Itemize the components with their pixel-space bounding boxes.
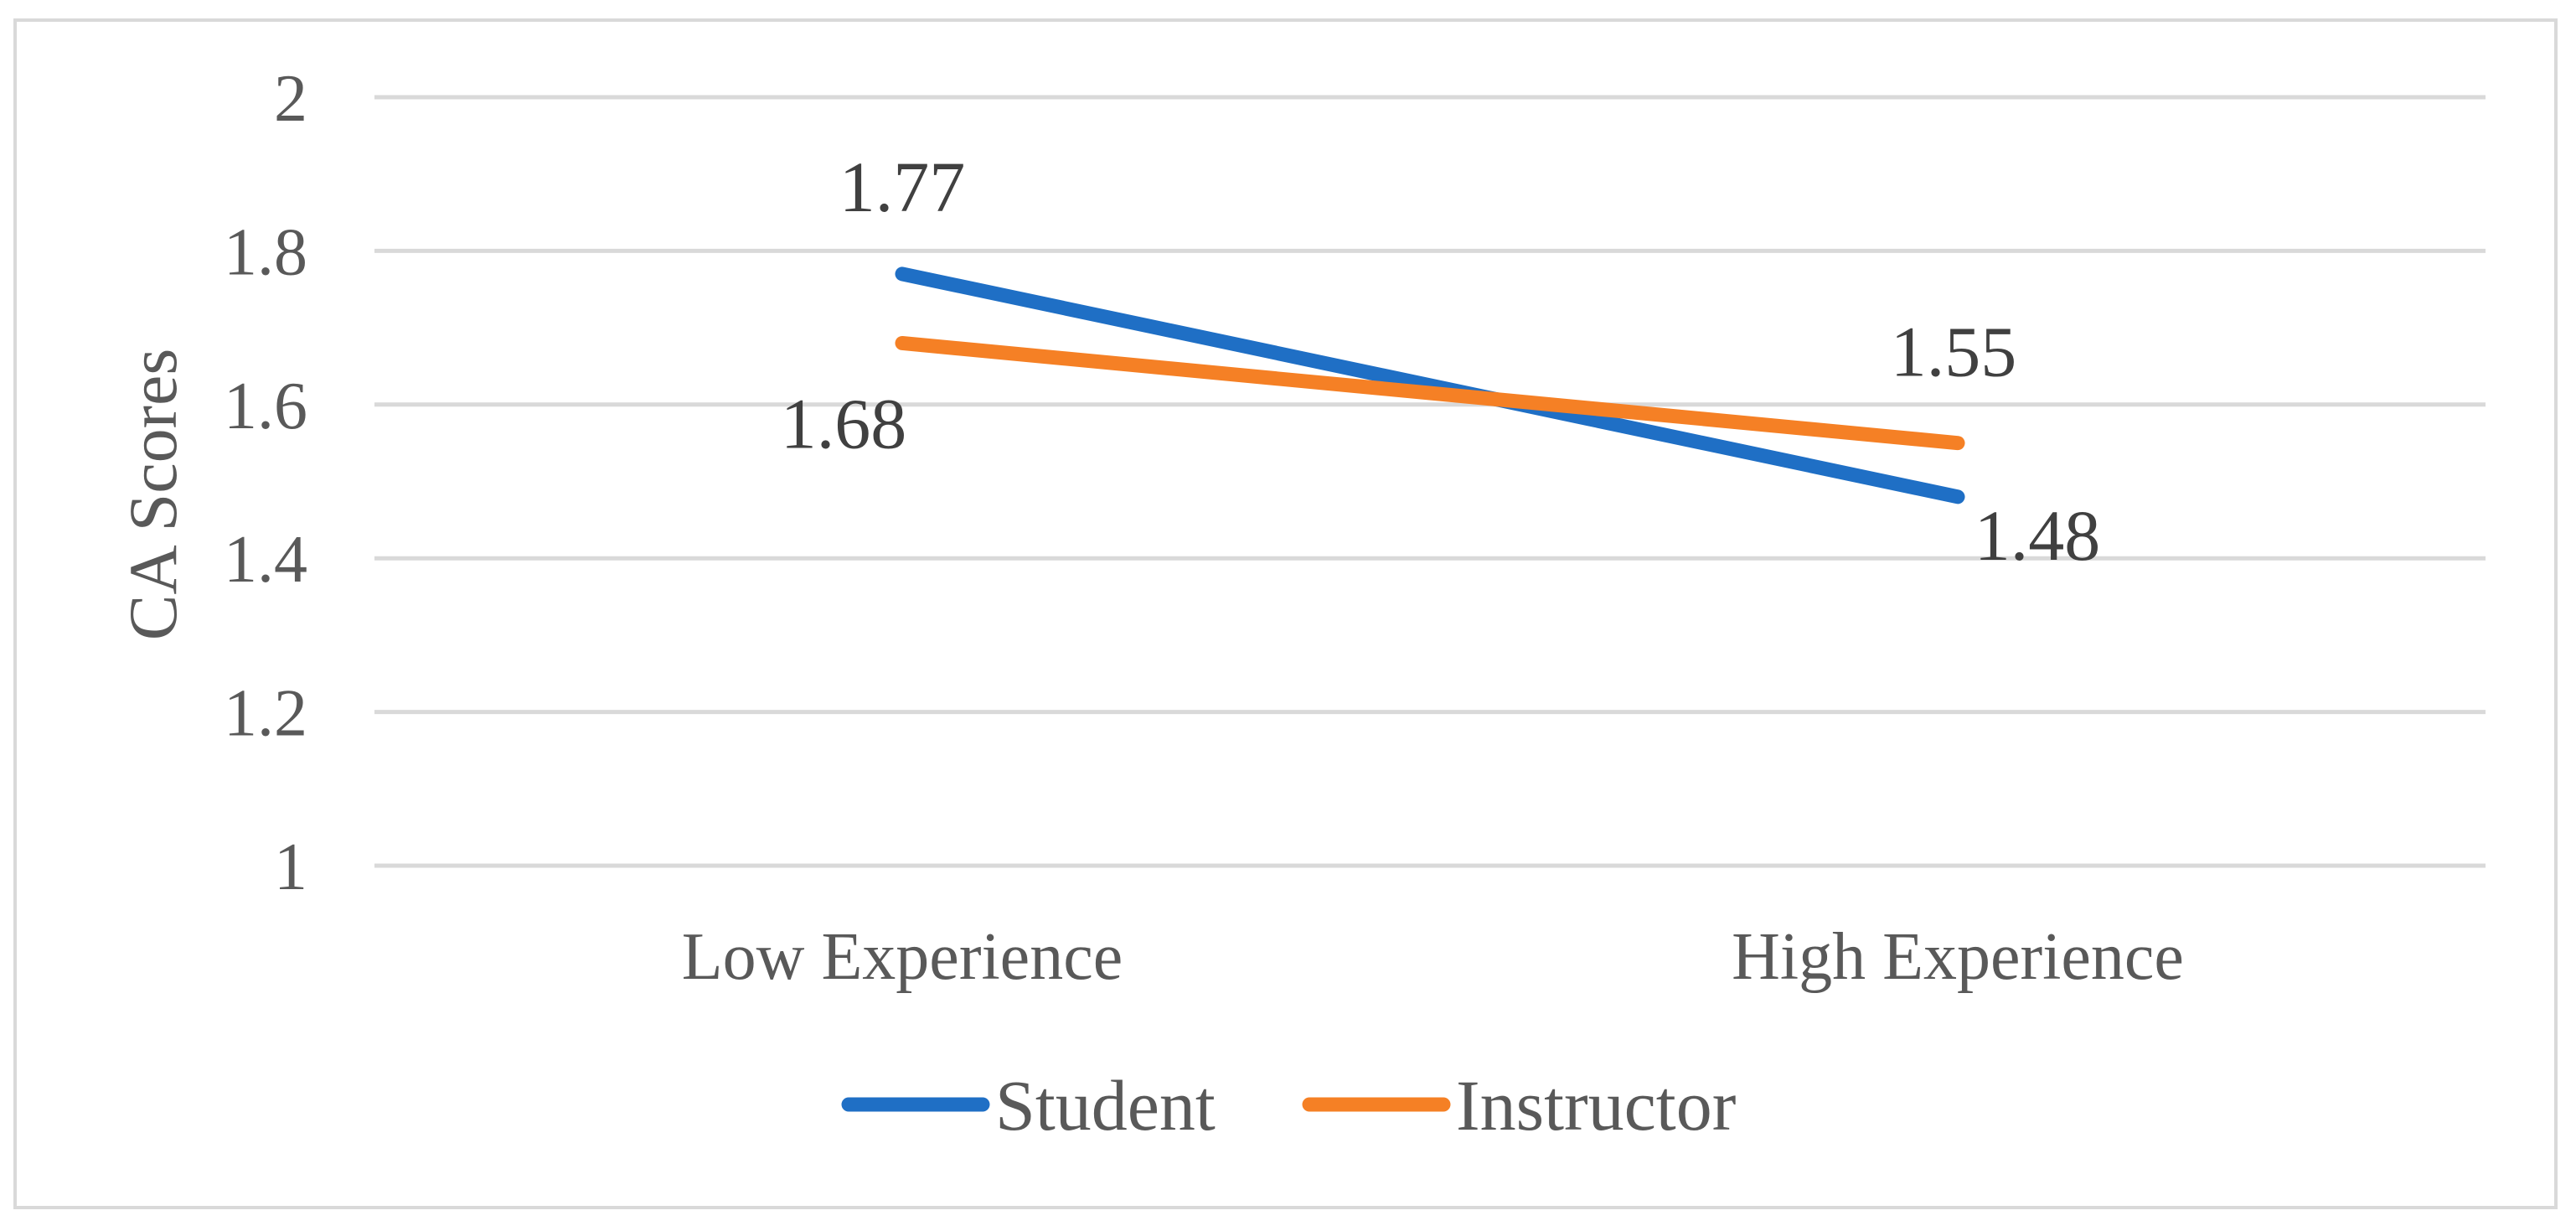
legend-label-instructor: Instructor	[1456, 1065, 1736, 1146]
y-tick-label-2: 1.4	[224, 523, 307, 597]
data-label-student-high: 1.48	[1975, 495, 2101, 576]
gridlines	[374, 95, 2486, 868]
x-tick-label-1: High Experience	[1732, 920, 2184, 994]
data-label-student-low: 1.77	[839, 147, 966, 227]
series-line-instructor	[895, 335, 1965, 451]
series-line-student	[895, 266, 1965, 504]
y-tick-label-3: 1.6	[224, 370, 307, 443]
legend: Student Instructor	[841, 1065, 1736, 1146]
y-tick-label-0: 1	[274, 830, 307, 904]
y-axis-ticks: 1 1.2 1.4 1.6 1.8 2	[224, 62, 307, 904]
y-tick-label-1: 1.2	[224, 677, 307, 751]
x-tick-label-0: Low Experience	[682, 920, 1123, 994]
chart-frame	[13, 18, 2558, 1209]
y-tick-label-4: 1.8	[224, 215, 307, 289]
y-axis-title: CA Scores	[115, 349, 191, 641]
data-labels: 1.77 1.48 1.68 1.55	[781, 147, 2101, 576]
y-tick-label-5: 2	[274, 62, 307, 136]
data-label-instructor-low: 1.68	[781, 383, 907, 463]
x-axis-ticks: Low Experience High Experience	[682, 920, 2184, 994]
data-label-instructor-high: 1.55	[1891, 312, 2017, 392]
series-lines	[895, 266, 1965, 504]
legend-label-student: Student	[995, 1065, 1216, 1146]
